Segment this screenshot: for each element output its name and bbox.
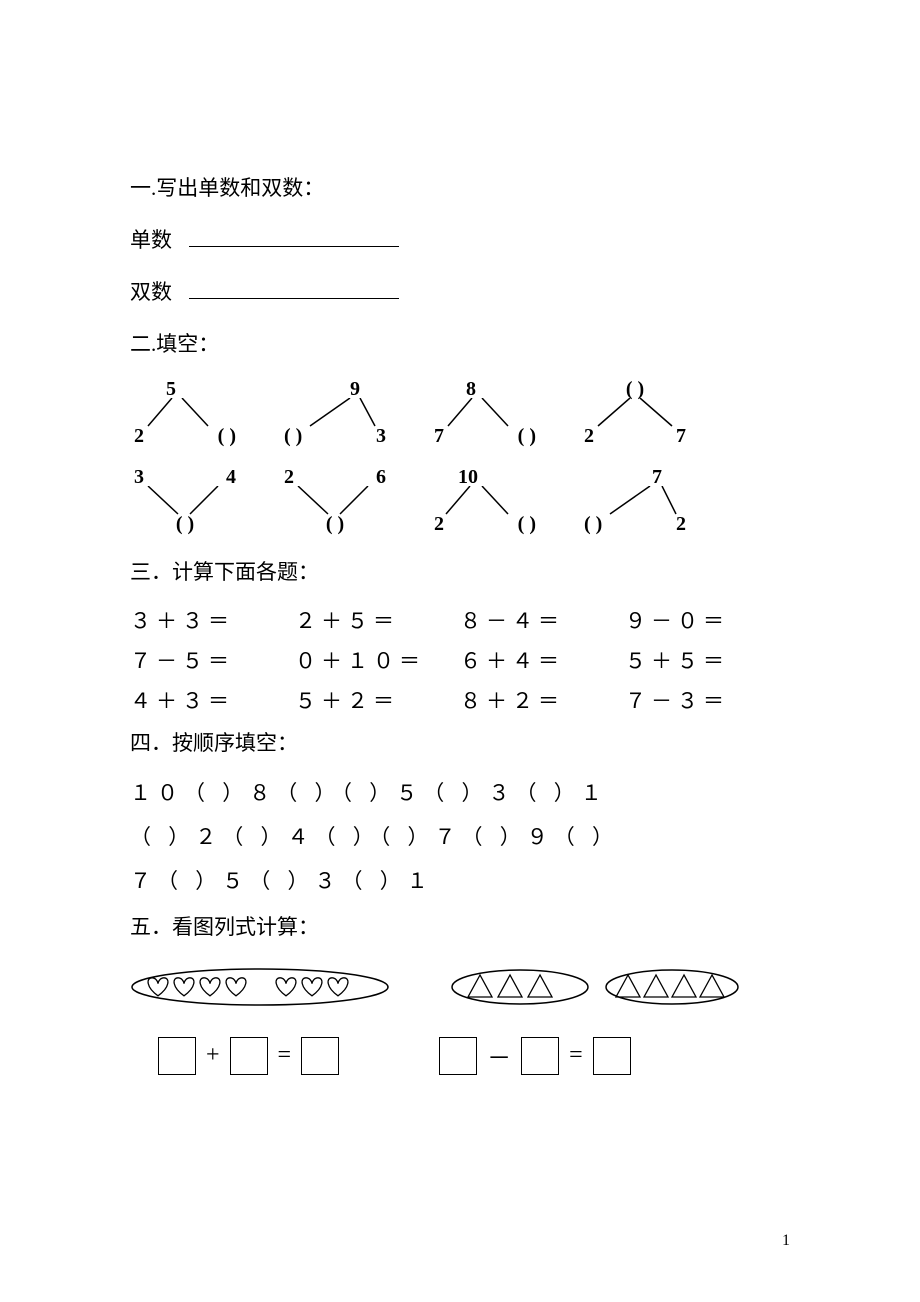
bond-1-1: 5 2 ( )	[130, 378, 240, 448]
hearts-group	[130, 965, 390, 1009]
section1-title: 一.写出单数和双数：	[130, 170, 790, 208]
bond-2-2: 2 6 ( )	[280, 466, 390, 536]
bonds-row-2: 3 4 ( ) 2 6 ( ) 10 2 ( ) 7 ( ) 2	[130, 466, 790, 536]
equals-sign: =	[278, 1042, 292, 1069]
plus-sign: +	[206, 1042, 220, 1069]
section2-title: 二.填空：	[130, 326, 790, 364]
section4-title: 四．按顺序填空：	[130, 725, 790, 763]
eq2-box2[interactable]	[521, 1037, 559, 1075]
bond-2-1: 3 4 ( )	[130, 466, 240, 536]
minus-sign: －	[487, 1038, 511, 1073]
equals-sign-2: =	[569, 1042, 583, 1069]
odd-line: 单数	[130, 222, 790, 260]
bonds-row-1: 5 2 ( ) 9 ( ) 3 8 7 ( ) ( ) 2 7	[130, 378, 790, 448]
section5-title: 五．看图列式计算：	[130, 909, 790, 947]
even-line: 双数	[130, 274, 790, 312]
bond-2-3: 10 2 ( )	[430, 466, 540, 536]
page-number: 1	[782, 1232, 790, 1250]
seq-1: １０（ ）８（ ）（ ）５（ ）３（ ）１	[130, 777, 790, 807]
eq1-box3[interactable]	[301, 1037, 339, 1075]
picture-row	[130, 965, 790, 1009]
even-label: 双数	[130, 280, 172, 304]
equation-left: + =	[158, 1037, 339, 1075]
odd-label: 单数	[130, 228, 172, 252]
calc-row-1: ３＋３＝ ２＋５＝ ８－４＝ ９－０＝	[130, 605, 790, 635]
bond-2-4: 7 ( ) 2	[580, 466, 690, 536]
eq1-box1[interactable]	[158, 1037, 196, 1075]
eq2-box1[interactable]	[439, 1037, 477, 1075]
bond-1-2: 9 ( ) 3	[280, 378, 390, 448]
odd-blank[interactable]	[189, 222, 399, 247]
equation-row: + = － =	[130, 1037, 790, 1075]
even-blank[interactable]	[189, 274, 399, 299]
seq-2: （ ）２（ ）４（ ）（ ）７（ ）９（ ）	[130, 821, 790, 851]
triangles-group	[450, 965, 740, 1009]
calc-row-3: ４＋３＝ ５＋２＝ ８＋２＝ ７－３＝	[130, 685, 790, 715]
bond-1-3: 8 7 ( )	[430, 378, 540, 448]
eq1-box2[interactable]	[230, 1037, 268, 1075]
calc-row-2: ７－５＝ ０＋１０＝ ６＋４＝ ５＋５＝	[130, 645, 790, 675]
eq2-box3[interactable]	[593, 1037, 631, 1075]
equation-right: － =	[439, 1037, 631, 1075]
section3-title: 三．计算下面各题：	[130, 554, 790, 592]
seq-3: ７（ ）５（ ）３（ ）１	[130, 865, 790, 895]
bond-1-4: ( ) 2 7	[580, 378, 690, 448]
